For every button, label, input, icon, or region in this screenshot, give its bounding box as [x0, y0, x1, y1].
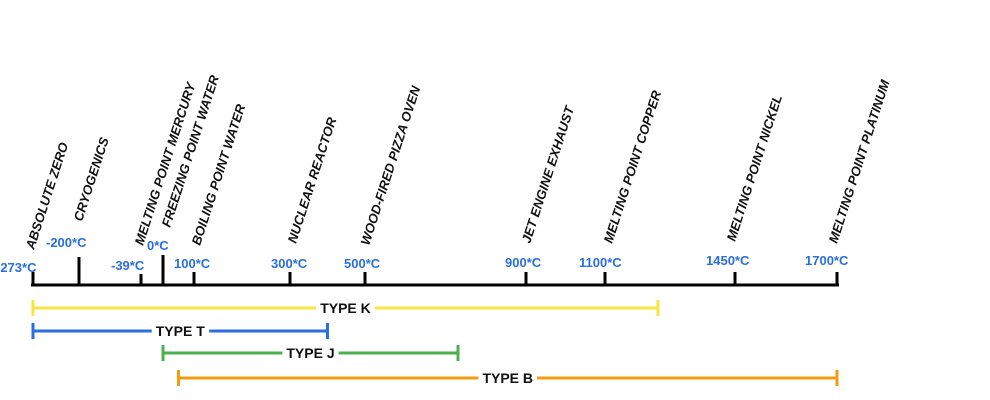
thermocouple-ranges: TYPE K TYPE T TYPE J TYPE B — [31, 300, 839, 386]
range-bar: TYPE J — [161, 345, 460, 361]
range-label: TYPE T — [156, 323, 205, 339]
temperature-label: -200*C — [46, 235, 87, 250]
temperature-labels: -273*C -200*C -39*C0*C 100*C 300*C 500*C 900*C… — [0, 235, 849, 275]
event-label: NUCLEAR REACTOR — [285, 115, 340, 245]
temperature-label: 1100*C — [579, 255, 622, 270]
range-label-background — [151, 324, 210, 338]
range-label-background — [282, 346, 339, 360]
event-label: JET ENGINE EXHAUST — [519, 103, 578, 245]
event-label: WOOD-FIRED PIZZA OVEN — [358, 84, 424, 247]
range-label-background — [316, 301, 375, 315]
temperature-label: -39*C — [111, 258, 145, 273]
temperature-label: -273*C — [0, 260, 37, 275]
temperature-label: 0*C — [147, 238, 169, 253]
temperature-label: 1450*C — [706, 253, 750, 268]
temperature-label: 500*C — [344, 256, 381, 271]
event-label: MELTING POINT COPPER — [601, 88, 665, 245]
range-label-background — [478, 371, 538, 385]
event-labels: ABSOLUTE ZERO CRYOGENICS MELTING POINT MER… — [22, 73, 893, 252]
event-label: CRYOGENICS — [71, 135, 112, 223]
event-label: MELTING POINT PLATINUM — [826, 77, 893, 245]
range-bar: TYPE T — [31, 323, 329, 339]
temperature-label: 1700*C — [805, 253, 849, 268]
temperature-label: 900*C — [505, 255, 542, 270]
range-bar: TYPE K — [31, 300, 660, 316]
temperature-label: 100*C — [174, 256, 211, 271]
event-label: MELTING POINT NICKEL — [724, 93, 786, 243]
range-label: TYPE B — [482, 370, 533, 386]
range-label: TYPE J — [286, 345, 334, 361]
range-label: TYPE K — [320, 300, 371, 316]
temperature-axis — [31, 255, 839, 287]
range-bar: TYPE B — [177, 370, 839, 386]
temperature-label: 300*C — [271, 256, 308, 271]
